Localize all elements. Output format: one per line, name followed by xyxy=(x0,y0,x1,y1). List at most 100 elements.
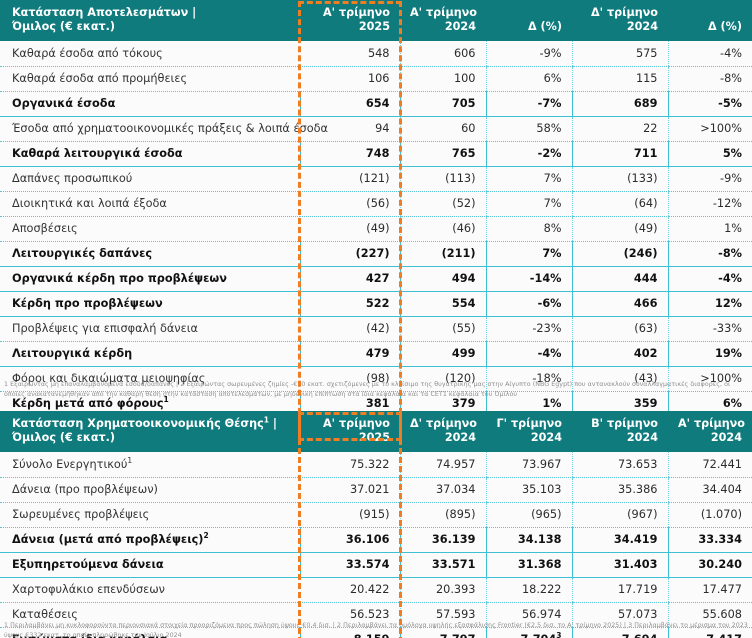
cell-value: 33.334 xyxy=(667,527,752,553)
income-statement-table: Κατάσταση Αποτελεσμάτων | Όμιλος (€ εκατ… xyxy=(0,0,752,442)
column-header-bs-q2-2024: Β' τρίμηνο 2024 xyxy=(572,411,668,452)
row-label: Δαπάνες προσωπικού xyxy=(0,166,300,192)
cell-value: -8% xyxy=(667,241,752,267)
cell-value: -4% xyxy=(667,266,752,292)
cell-value: 6% xyxy=(485,66,572,92)
balance-sheet-footnote: 1 Περιλαμβάνει μη κυκλοφορούντα περιουσι… xyxy=(4,622,748,638)
cell-value: -18% xyxy=(485,366,572,392)
cell-value: 7% xyxy=(485,191,572,217)
column-header-line2: 2025 xyxy=(358,431,390,444)
cell-value: 58% xyxy=(485,116,572,142)
cell-value: (120) xyxy=(399,366,486,392)
cell-value: 94 xyxy=(300,116,400,142)
cell-value: (43) xyxy=(571,366,668,392)
balance-sheet-footnote-wrapper: 1 Περιλαμβάνει μη κυκλοφορούντα περιουσι… xyxy=(0,616,752,638)
column-header-line1: Α' τρίμηνο xyxy=(410,6,477,19)
cell-value: 12% xyxy=(667,291,752,317)
cell-value: 60 xyxy=(399,116,486,142)
income-statement-body: Καθαρά έσοδα από τόκους 548 606 -9% 575 -4% Κα… xyxy=(0,41,752,442)
table-row: Φόροι και δικαιώματα μειοψηφίας (98) (120)… xyxy=(0,366,752,392)
column-header-line2: 2024 xyxy=(626,20,658,33)
cell-value: 35.103 xyxy=(485,477,572,503)
cell-value: 74.957 xyxy=(399,452,486,478)
row-label: Οργανικά έσοδα xyxy=(0,91,300,117)
income-statement-title: Κατάσταση Αποτελεσμάτων | Όμιλος (€ εκατ… xyxy=(0,0,300,41)
cell-value: (133) xyxy=(571,166,668,192)
cell-value: 34.138 xyxy=(485,527,572,553)
column-header-line2: 2025 xyxy=(358,20,390,33)
cell-value: 106 xyxy=(300,66,400,92)
table-row: Οργανικά κέρδη προ προβλέψεων 427 494 -14% 4… xyxy=(0,266,752,292)
cell-value: 654 xyxy=(299,91,400,117)
balance-sheet-title-sup: 1 xyxy=(263,415,269,425)
cell-value: -9% xyxy=(485,41,572,67)
row-label: Χαρτοφυλάκιο επενδύσεων xyxy=(0,577,300,603)
table-row: Οργανικά έσοδα 654 705 -7% 689 -5% xyxy=(0,91,752,117)
cell-value: -14% xyxy=(485,266,572,292)
table-row: Δάνεια (μετά από προβλέψεις)2 36.106 36.13… xyxy=(0,527,752,553)
cell-value: -7% xyxy=(485,91,572,117)
cell-value: 402 xyxy=(571,341,668,367)
table-row: Εξυπηρετούμενα δάνεια 33.574 33.571 31.368 3… xyxy=(0,552,752,578)
row-label: Ενσώματα ίδια κεφάλαια xyxy=(0,627,300,638)
column-header-line2: 2024 xyxy=(626,431,658,444)
row-label: Κέρδη προ προβλέψεων xyxy=(0,291,300,317)
row-label: Σωρευμένες προβλέψεις xyxy=(0,502,300,528)
balance-sheet-table: Κατάσταση Χρηματοοικονομικής Θέσης1 | Όμ… xyxy=(0,411,752,638)
table-row: Ενσώματα ίδια κεφάλαια8.1597.7977.70437.… xyxy=(0,627,752,638)
cell-value: 20.393 xyxy=(399,577,486,603)
cell-value: (113) xyxy=(399,166,486,192)
cell-value: -4% xyxy=(667,41,752,67)
row-label: Σύνολο Ενεργητικού1 xyxy=(0,452,300,478)
cell-value: 34.404 xyxy=(667,477,752,503)
cell-value: >100% xyxy=(667,366,752,392)
column-header-bs-q1-2024: Α' τρίμηνο 2024 xyxy=(668,411,752,452)
cell-value: 17.477 xyxy=(667,577,752,603)
balance-sheet-title-line2: Όμιλος (€ εκατ.) xyxy=(12,431,116,444)
cell-value: (49) xyxy=(571,216,668,242)
table-row: Καθαρά λειτουργικά έσοδα 748 765 -2% 711 5% xyxy=(0,141,752,167)
cell-value: 22 xyxy=(571,116,668,142)
row-label: Καθαρά λειτουργικά έσοδα xyxy=(0,141,300,167)
column-header-line2: 2024 xyxy=(444,431,476,444)
balance-sheet-title-line1: Κατάσταση Χρηματοοικονομικής Θέσης xyxy=(12,417,264,430)
row-label: Φόροι και δικαιώματα μειοψηφίας xyxy=(0,366,300,392)
cell-value: 75.322 xyxy=(300,452,400,478)
cell-value: 7.7043 xyxy=(485,627,572,638)
row-label: Προβλέψεις για επισφαλή δάνεια xyxy=(0,316,300,342)
column-header-q4-2024: Δ' τρίμηνο 2024 xyxy=(572,0,668,41)
cell-value: 57.593 xyxy=(399,602,486,628)
row-label: Έσοδα από χρηματοοικονομικές πράξεις & λ… xyxy=(0,116,328,142)
cell-value: 765 xyxy=(399,141,486,167)
cell-value: 689 xyxy=(571,91,668,117)
cell-value: (49) xyxy=(300,216,400,242)
cell-value: -2% xyxy=(485,141,572,167)
balance-sheet-table-wrapper: Κατάσταση Χρηματοοικονομικής Θέσης1 | Όμ… xyxy=(0,411,752,638)
column-header-line1: Δ (%) xyxy=(708,20,742,33)
table-row: Διοικητικά και λοιπά έξοδα (56) (52) 7% (64)… xyxy=(0,191,752,217)
row-label: Καθαρά έσοδα από τόκους xyxy=(0,41,300,67)
row-label: Καθαρά έσοδα από προμήθειες xyxy=(0,66,300,92)
row-label: Καταθέσεις xyxy=(0,602,300,628)
cell-value: 479 xyxy=(299,341,400,367)
cell-value: 36.106 xyxy=(299,527,400,553)
cell-value: -12% xyxy=(667,191,752,217)
column-header-q1-2024: Α' τρίμηνο 2024 xyxy=(400,0,486,41)
cell-value: 7% xyxy=(485,166,572,192)
cell-value: 748 xyxy=(299,141,400,167)
income-statement-title-line1: Κατάσταση Αποτελεσμάτων | xyxy=(12,6,197,19)
column-header-line2: 2024 xyxy=(710,431,742,444)
income-statement-header-row: Κατάσταση Αποτελεσμάτων | Όμιλος (€ εκατ… xyxy=(0,0,752,41)
cell-value: 427 xyxy=(299,266,400,292)
cell-value: 494 xyxy=(399,266,486,292)
cell-value: 73.967 xyxy=(485,452,572,478)
cell-value: (46) xyxy=(399,216,486,242)
cell-value: 72.441 xyxy=(667,452,752,478)
cell-value: (1.070) xyxy=(667,502,752,528)
table-row: Σωρευμένες προβλέψεις (915) (895) (965) (967… xyxy=(0,502,752,528)
balance-sheet-title-tail: | xyxy=(268,417,277,430)
income-statement-footnote: 1 Εξαιρώντας μη επαναλαμβανόμενα έσοδα/δ… xyxy=(4,381,731,398)
cell-value: (895) xyxy=(399,502,486,528)
cell-value: 55.608 xyxy=(667,602,752,628)
